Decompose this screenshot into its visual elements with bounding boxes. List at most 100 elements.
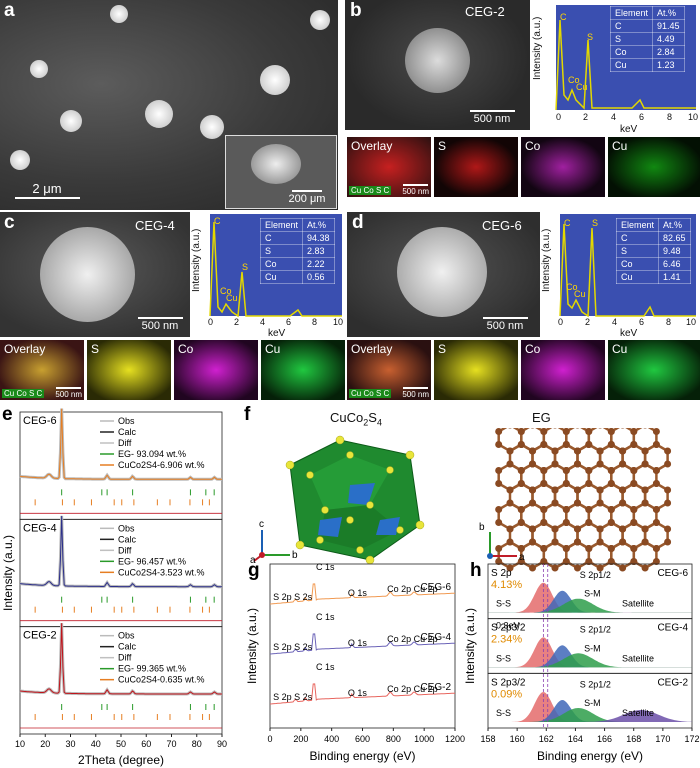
eg-atom: [596, 486, 604, 494]
xps-annot-c1s: C 1s: [316, 662, 335, 672]
eg-atom: [540, 519, 548, 526]
xps-survey-chart: CEG-6C 1sS 2p S 2s O 1s Co 2p Cu 2pCEG-4C …: [245, 562, 465, 763]
xps-survey-x-tick-label: 400: [324, 734, 339, 744]
xps-annot-s2p: S 2p S 2s: [273, 642, 313, 652]
scale-bar-c: 500 nm: [141, 320, 179, 332]
panel-label-d: d: [352, 212, 364, 233]
xps-annot-o1s: O 1s: [348, 638, 368, 648]
eg-atom: [574, 499, 581, 507]
panel-b-sem-image: CEG-2 500 nm: [345, 0, 530, 130]
eg-atom: [619, 564, 627, 572]
xps-annot-o1s: O 1s: [348, 688, 368, 698]
flower-particle: [60, 110, 82, 132]
eg-atom: [551, 460, 559, 468]
xps-s2p-x-tick-label: 172: [684, 734, 699, 744]
xps-s2p-label-s2p: S 2p3/2: [491, 623, 526, 634]
eg-atom: [585, 506, 593, 513]
eg-atom: [596, 499, 604, 507]
eg-atom: [664, 499, 672, 507]
eg-atom: [495, 519, 503, 526]
svg-text:6: 6: [639, 317, 644, 327]
eds-table-c: Element At.% C 94.38 S 2.83 Co 2.22 Cu 0.56: [259, 218, 335, 284]
panel-a-sem-image: 200 μm 2 μm: [0, 0, 338, 210]
xps-s2p-label-ss: S-S: [496, 708, 511, 718]
flower-particle: [200, 115, 224, 139]
eg-atom: [619, 538, 627, 546]
eg-atom: [574, 564, 581, 572]
eds-table-d: Element At.% C 82.65 S 9.48 Co 6.46 Cu 1.41: [615, 218, 691, 284]
xrd-x-tick-label: 40: [91, 739, 101, 749]
eg-atom: [641, 447, 649, 455]
eg-atom: [517, 441, 525, 448]
eg-atom: [508, 428, 512, 429]
eg-atom: [574, 460, 581, 468]
xps-s2p-label-satellite: Satellite: [622, 599, 654, 609]
eg-atom: [652, 558, 660, 565]
xps-survey-series: [269, 683, 456, 705]
xps-annot-c1s: C 1s: [316, 562, 335, 572]
xps-s2p-label-s2p: S 2p: [491, 568, 512, 579]
eg-atom: [641, 525, 649, 533]
eg-atom: [607, 428, 615, 435]
xrd-x-tick-label: 60: [141, 739, 151, 749]
eg-title: EG: [532, 410, 551, 425]
eg-atom: [506, 499, 514, 507]
eg-atom: [652, 506, 660, 513]
eg-atom: [574, 525, 581, 533]
eg-atom: [540, 441, 548, 448]
svg-text:6: 6: [286, 317, 291, 327]
eg-atom: [619, 499, 627, 507]
eg-atom: [517, 428, 525, 435]
eg-atom: [574, 447, 581, 455]
xrd-calc-series: [19, 515, 222, 588]
xps-s2p-sample-label: CEG-4: [657, 623, 688, 634]
svg-text:Co: Co: [220, 286, 232, 296]
eg-atom: [585, 480, 593, 487]
eg-atom: [506, 460, 514, 468]
xps-s2p-label-sm: S-M: [584, 643, 600, 653]
eg-atom: [664, 486, 672, 494]
svg-text:C: C: [560, 12, 567, 22]
panel-label-b: b: [350, 0, 362, 21]
xps-s2p-percent: 2.34%: [491, 634, 522, 646]
xps-s2p-label-ss: S-S: [496, 599, 511, 609]
xps-survey-series-label: CEG-6: [420, 582, 451, 593]
xrd-sample-label: CEG-6: [23, 415, 57, 427]
svg-text:4: 4: [260, 317, 265, 327]
svg-text:0: 0: [556, 112, 561, 122]
eg-atom: [574, 486, 581, 494]
eg-atom: [652, 428, 660, 435]
eg-atom: [630, 558, 638, 565]
eg-atom: [495, 441, 503, 448]
xps-annot-co2p: Co 2p Cu 2p: [387, 684, 438, 694]
xps-s2p-satellite-peak: [488, 708, 692, 722]
eg-atom: [517, 545, 525, 552]
eg-atom: [585, 558, 593, 565]
xps-s2p-y-axis-label: Intensity (a.u.): [463, 608, 477, 684]
xps-s2p-x-tick-label: 162: [539, 734, 554, 744]
eg-atom: [495, 467, 503, 474]
eg-atom: [540, 545, 548, 552]
scale-bar-inset: 200 μm: [288, 193, 326, 205]
eg-atom: [596, 538, 604, 546]
eg-atom: [517, 506, 525, 513]
eg-atom: [551, 564, 559, 572]
sample-name-ceg6: CEG-6: [482, 218, 522, 233]
eg-atom: [517, 558, 525, 565]
xps-survey-x-tick-label: 1000: [414, 734, 434, 744]
svg-text:S: S: [242, 262, 248, 272]
xps-survey-series: [269, 633, 456, 655]
cuco2s4-crystal: [285, 435, 425, 565]
xrd-legend-entry: EG- 93.094 wt.%: [118, 449, 186, 459]
xrd-x-tick-label: 30: [65, 739, 75, 749]
xps-survey-x-tick-label: 1200: [445, 734, 465, 744]
svg-text:8: 8: [312, 317, 317, 327]
eg-atom: [607, 480, 615, 487]
svg-text:10: 10: [688, 112, 698, 122]
svg-text:Co: Co: [566, 282, 578, 292]
xrd-calc-series: [19, 408, 222, 480]
eg-atom: [607, 506, 615, 513]
eg-atom: [562, 506, 570, 513]
eg-atom: [596, 525, 604, 533]
